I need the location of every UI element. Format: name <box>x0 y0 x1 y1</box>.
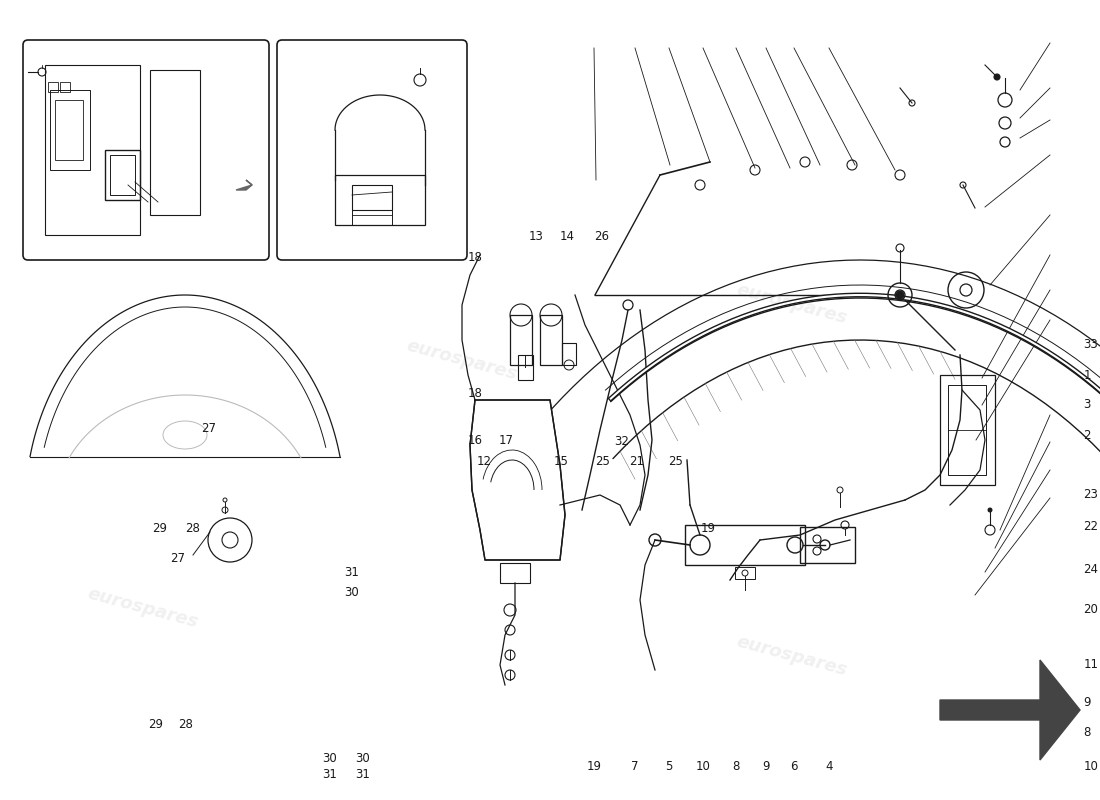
Text: 16: 16 <box>468 434 483 446</box>
Bar <box>336 175 425 225</box>
Text: eurospares: eurospares <box>735 281 849 327</box>
Bar <box>60 82 70 92</box>
Bar <box>352 210 392 225</box>
Text: 19: 19 <box>586 760 602 773</box>
Bar <box>45 65 140 235</box>
Text: 33: 33 <box>1084 338 1098 350</box>
Bar <box>540 315 562 365</box>
Text: 21: 21 <box>629 455 645 468</box>
Text: 8: 8 <box>1084 726 1091 738</box>
Text: 26: 26 <box>594 230 609 242</box>
Bar <box>562 343 576 365</box>
Bar <box>948 385 986 475</box>
Bar <box>510 315 532 365</box>
Text: 31: 31 <box>355 769 370 782</box>
Bar <box>352 185 392 210</box>
Bar <box>55 100 82 160</box>
Text: 12: 12 <box>476 455 492 468</box>
Text: 30: 30 <box>322 751 337 765</box>
Bar <box>48 82 58 92</box>
Text: 3: 3 <box>1084 398 1091 411</box>
Text: 24: 24 <box>1084 563 1099 576</box>
Text: 11: 11 <box>1084 658 1099 670</box>
FancyBboxPatch shape <box>23 40 270 260</box>
Text: 5: 5 <box>666 760 672 773</box>
Text: 30: 30 <box>344 586 360 598</box>
Bar <box>500 563 530 583</box>
Text: 22: 22 <box>1084 520 1099 533</box>
FancyBboxPatch shape <box>277 40 468 260</box>
Text: 28: 28 <box>185 522 200 534</box>
Circle shape <box>988 508 992 512</box>
Bar <box>685 525 805 565</box>
Bar <box>518 355 534 380</box>
Text: 6: 6 <box>791 760 798 773</box>
Text: 31: 31 <box>344 566 360 579</box>
Circle shape <box>994 74 1000 80</box>
Bar <box>735 567 755 579</box>
Text: 27: 27 <box>170 551 185 565</box>
Polygon shape <box>236 180 252 190</box>
Text: eurospares: eurospares <box>405 337 519 383</box>
Text: 29: 29 <box>148 718 163 731</box>
Text: 17: 17 <box>498 434 514 446</box>
Text: 25: 25 <box>668 455 683 468</box>
Text: 27: 27 <box>201 422 217 435</box>
Polygon shape <box>470 400 565 560</box>
Text: 15: 15 <box>553 455 569 468</box>
Bar <box>104 150 140 200</box>
Text: 13: 13 <box>528 230 543 242</box>
Text: 28: 28 <box>178 718 192 731</box>
Circle shape <box>896 291 904 299</box>
Text: 9: 9 <box>1084 696 1091 709</box>
Text: 32: 32 <box>614 435 629 448</box>
Text: 29: 29 <box>152 522 167 534</box>
Text: 23: 23 <box>1084 488 1099 501</box>
Text: 8: 8 <box>733 760 739 773</box>
Text: 18: 18 <box>468 387 483 400</box>
Text: 14: 14 <box>560 230 575 242</box>
Text: eurospares: eurospares <box>735 633 849 679</box>
Bar <box>50 90 90 170</box>
Bar <box>150 70 200 215</box>
Text: 10: 10 <box>1084 760 1099 773</box>
Bar <box>800 527 855 563</box>
Text: 25: 25 <box>595 455 610 468</box>
Polygon shape <box>940 660 1080 760</box>
Text: 10: 10 <box>695 760 711 773</box>
Text: 9: 9 <box>762 760 769 773</box>
Text: 31: 31 <box>322 769 337 782</box>
Text: 2: 2 <box>1084 429 1091 442</box>
Text: 19: 19 <box>701 522 716 534</box>
Text: 30: 30 <box>355 751 370 765</box>
Text: 7: 7 <box>631 760 638 773</box>
Text: 4: 4 <box>826 760 833 773</box>
Text: 1: 1 <box>1084 369 1091 382</box>
Bar <box>940 375 996 485</box>
Text: 20: 20 <box>1084 603 1099 616</box>
Text: 18: 18 <box>468 251 483 264</box>
Bar <box>110 155 135 195</box>
Text: eurospares: eurospares <box>86 585 200 631</box>
